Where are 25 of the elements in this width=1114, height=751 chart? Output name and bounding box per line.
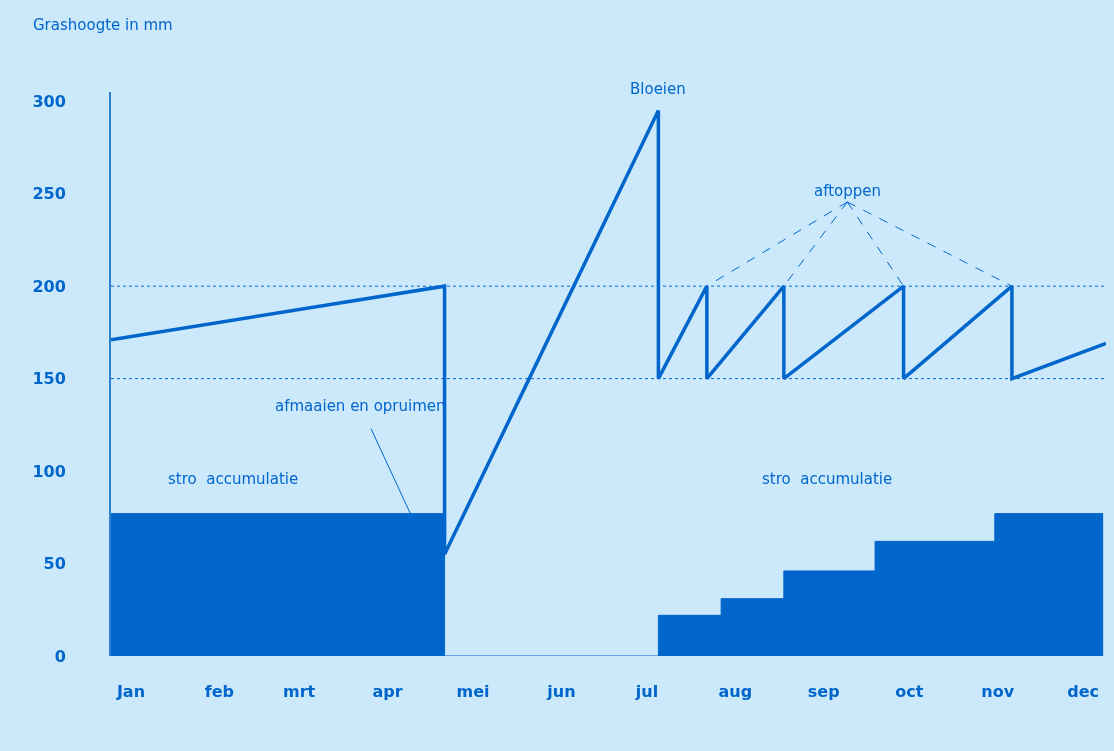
- y-tick-label: 250: [32, 184, 66, 204]
- annotation: stro accumulatie: [762, 470, 893, 488]
- y-tick-label: 100: [32, 461, 66, 481]
- y-tick-label: 50: [43, 554, 66, 574]
- x-tick-label: dec: [1067, 682, 1100, 701]
- x-tick-label: aug: [718, 682, 753, 701]
- annotation: Bloeien: [630, 80, 686, 98]
- annotation: afmaaien en opruimen: [275, 397, 446, 415]
- annotation: aftoppen: [814, 182, 882, 200]
- x-tick-label: mrt: [283, 682, 316, 701]
- y-tick-label: 0: [54, 646, 66, 666]
- x-tick-label: jun: [546, 682, 576, 701]
- x-tick-label: jul: [634, 682, 659, 701]
- x-tick-label: nov: [981, 682, 1015, 701]
- x-tick-label: Jan: [115, 682, 146, 701]
- y-axis-title: Grashoogte in mm: [33, 16, 173, 34]
- x-tick-label: sep: [807, 682, 840, 701]
- y-tick-label: 200: [32, 276, 66, 296]
- x-tick-label: feb: [204, 682, 234, 701]
- x-tick-label: mei: [456, 682, 490, 701]
- y-tick-label: 300: [32, 91, 66, 111]
- y-tick-label: 150: [32, 369, 66, 389]
- annotation: stro accumulatie: [168, 470, 299, 488]
- x-tick-label: oct: [895, 682, 924, 701]
- x-tick-label: apr: [372, 682, 403, 701]
